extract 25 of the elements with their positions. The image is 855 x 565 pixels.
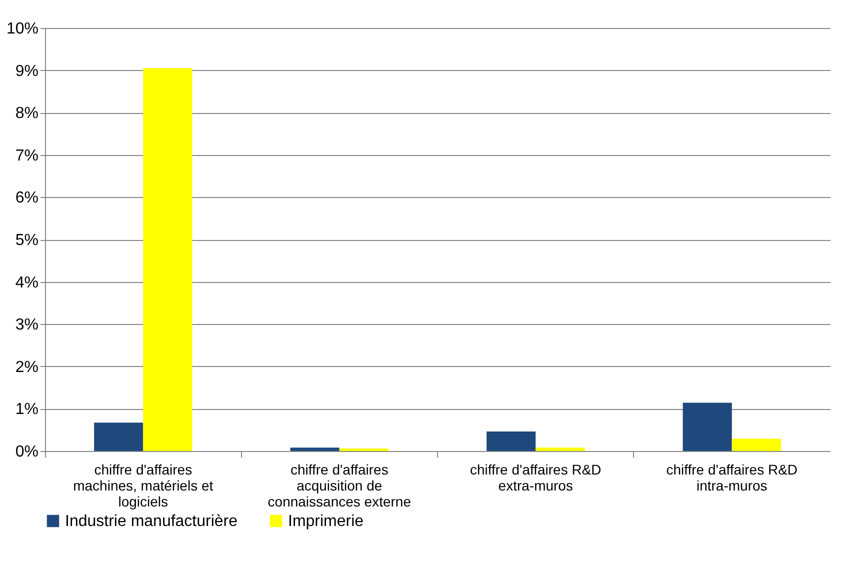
legend-label: Imprimerie [288, 513, 364, 530]
bar [143, 68, 192, 451]
y-tick-label: 7% [15, 147, 38, 164]
bar [536, 448, 585, 451]
bar [290, 448, 340, 451]
y-tick-label: 10% [6, 20, 38, 38]
legend-label: Industrie manufacturière [65, 513, 238, 530]
y-tick-label: 1% [15, 401, 38, 418]
y-tick-label: 9% [15, 62, 38, 80]
y-tick-label: 4% [15, 274, 38, 292]
y-tick-label: 5% [15, 232, 38, 249]
x-tick-label: chiffre d'affaires machines, matériels et logiciels [73, 462, 214, 510]
y-tick-label: 0% [15, 444, 38, 460]
x-tick-label: chiffre d'affaires R&D intra-muros [666, 462, 798, 494]
bar [732, 438, 781, 451]
y-tick-label: 2% [15, 358, 38, 376]
y-tick-label: 8% [15, 105, 38, 122]
x-tick-label: chiffre d'affaires R&D extra-muros [470, 462, 602, 494]
bar [339, 448, 388, 451]
bar [486, 432, 536, 451]
y-tick-label: 3% [15, 316, 38, 334]
x-tick-label: chiffre d'affaires acquisition de connaissances externe [268, 462, 412, 510]
bar [682, 402, 732, 451]
bar [94, 422, 144, 451]
y-tick-label: 6% [15, 190, 38, 207]
